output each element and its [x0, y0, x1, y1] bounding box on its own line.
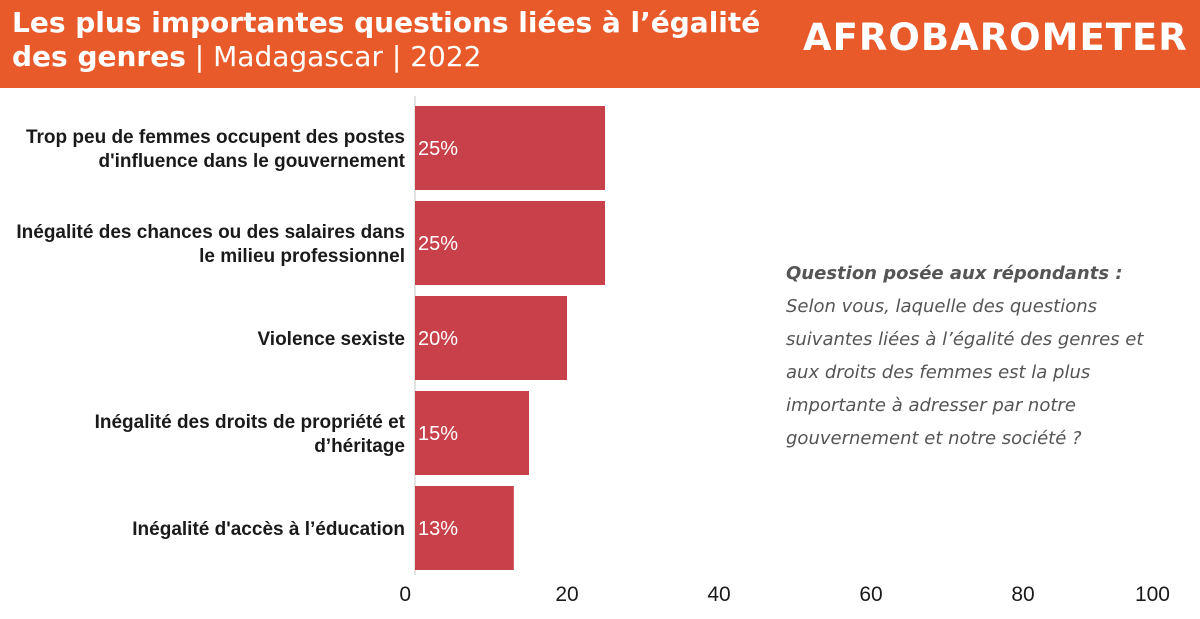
title-bold-line-2: des genres [12, 40, 186, 73]
question-text: Selon vous, laquelle des questions suiva… [786, 296, 1144, 449]
question-heading: Question posée aux répondants : [786, 263, 1123, 284]
category-label-0-0: Trop peu de femmes occupent des postes [26, 127, 405, 148]
x-tick-label-3: 60 [859, 583, 882, 606]
value-label-1: 25% [418, 233, 458, 255]
category-label-0-1: d'influence dans le gouvernement [99, 151, 406, 172]
x-tick-label-2: 40 [707, 583, 730, 606]
value-label-4: 13% [418, 518, 458, 540]
bar-3 [415, 391, 529, 475]
x-tick-label-4: 80 [1011, 583, 1034, 606]
bar-0 [415, 106, 605, 190]
x-tick-label-5: 100 [1135, 583, 1170, 606]
question-note: Question posée aux répondants : Selon vo… [786, 257, 1176, 455]
title-country-year: | Madagascar | 2022 [185, 40, 482, 73]
category-label-3-0: Inégalité des droits de propriété et [95, 412, 406, 433]
bar-1 [415, 201, 605, 285]
x-tick-label-0: 0 [399, 583, 411, 606]
header-banner: Les plus importantes questions liées à l… [0, 0, 1200, 88]
chart-title: Les plus importantes questions liées à l… [12, 6, 772, 74]
category-label-2-0: Violence sexiste [257, 329, 405, 350]
category-label-3-1: d’héritage [314, 436, 405, 457]
afrobarometer-logo: AFROBAROMETER [803, 16, 1188, 59]
value-label-3: 15% [418, 423, 458, 445]
title-bold-line-1: Les plus importantes questions liées à l… [12, 6, 761, 39]
value-label-2: 20% [418, 328, 458, 350]
category-label-1-1: le milieu professionnel [199, 246, 405, 267]
bar-4 [415, 486, 514, 570]
value-label-0: 25% [418, 138, 458, 160]
bar-2 [415, 296, 567, 380]
x-tick-label-1: 20 [555, 583, 578, 606]
bar-chart: 25% Trop peu de femmes occupent des poste… [16, 96, 1170, 606]
category-label-4-0: Inégalité d'accès à l’éducation [132, 519, 405, 540]
category-label-1-0: Inégalité des chances ou des salaires da… [16, 222, 405, 243]
